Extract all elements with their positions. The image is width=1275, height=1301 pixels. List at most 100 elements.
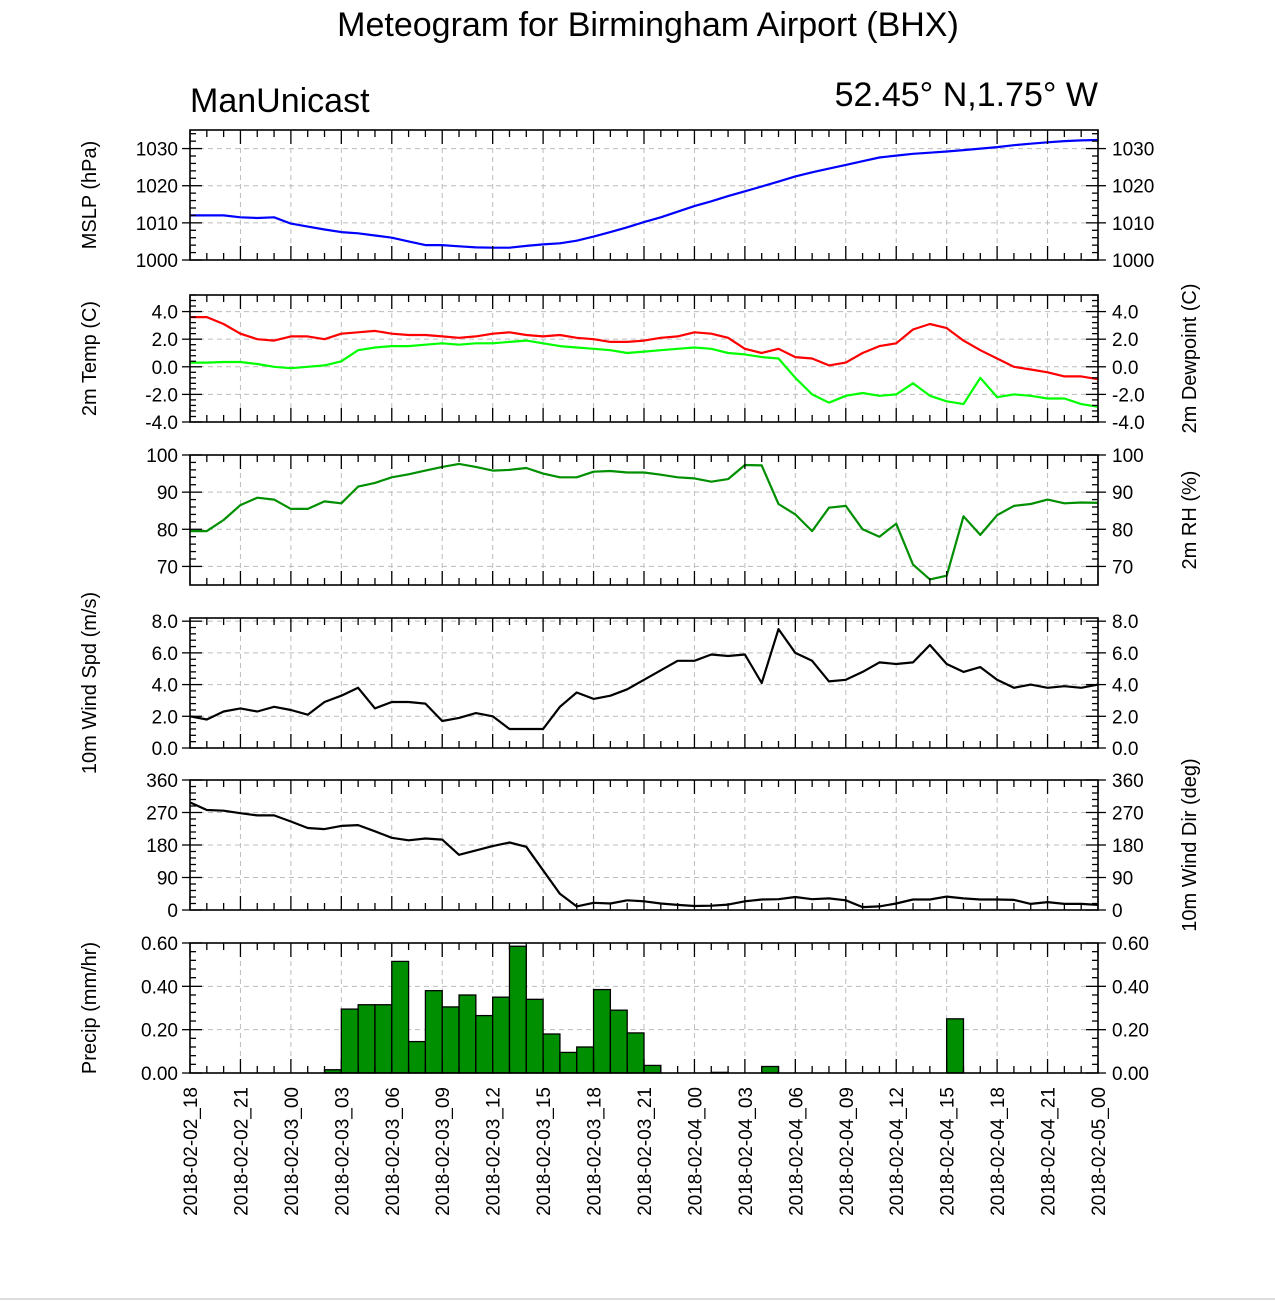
x-tick-label: 2018-02-04_21 xyxy=(1039,1087,1060,1216)
precip-bar xyxy=(626,1032,645,1074)
x-tick-label: 2018-02-05_00 xyxy=(1089,1087,1110,1216)
panel-wdir: 0 0 90 90 180 180 270 270 360 360 10m Wind Dir (de… xyxy=(146,758,1201,931)
x-tick-label: 2018-02-04_03 xyxy=(736,1087,757,1216)
y-axis-label-left: Precip (mm/hr) xyxy=(79,942,101,1074)
precip-bar xyxy=(391,960,410,1074)
y-tick-label-left: 0.60 xyxy=(141,934,178,955)
chart-title: Meteogram for Birmingham Airport (BHX) xyxy=(337,6,959,44)
x-tick-label: 2018-02-03_18 xyxy=(585,1087,606,1216)
y-tick-label-left: 8.0 xyxy=(152,612,178,633)
y-axis-label-left: MSLP (hPa) xyxy=(79,141,101,250)
y-tick-label-right: 6.0 xyxy=(1112,644,1138,665)
precip-bar xyxy=(643,1064,662,1074)
y-tick-label-right: 2.0 xyxy=(1112,330,1138,351)
y-tick-label-left: 70 xyxy=(157,557,178,578)
y-tick-label-left: 2.0 xyxy=(152,707,178,728)
y-tick-label-right: 0 xyxy=(1112,901,1123,922)
precip-bar xyxy=(424,990,443,1074)
y-tick-label-right: -4.0 xyxy=(1112,413,1145,434)
x-tick-label: 2018-02-03_00 xyxy=(282,1087,303,1216)
x-tick-label: 2018-02-03_09 xyxy=(433,1087,454,1216)
x-tick-label: 2018-02-02_21 xyxy=(231,1087,252,1216)
x-tick-label: 2018-02-04_06 xyxy=(786,1087,807,1216)
y-tick-label-right: 0.0 xyxy=(1112,358,1138,379)
y-tick-label-right: 360 xyxy=(1112,771,1144,792)
precip-bar xyxy=(525,998,544,1074)
y-tick-label-left: 180 xyxy=(146,836,178,857)
panel-wspd: 0.0 0.0 2.0 2.0 4.0 4.0 6.0 6.0 8.0 8.0 10m Wind S… xyxy=(79,592,1138,774)
y-tick-label-right: 180 xyxy=(1112,836,1144,857)
precip-bar xyxy=(576,1046,595,1074)
y-axis-label-left: 10m Wind Spd (m/s) xyxy=(79,592,101,774)
y-tick-label-right: 2.0 xyxy=(1112,707,1138,728)
precip-bar xyxy=(492,996,511,1074)
y-tick-label-right: 80 xyxy=(1112,520,1133,541)
series-line-temp-0 xyxy=(190,316,1099,381)
y-tick-label-left: 360 xyxy=(146,771,178,792)
series-line-wspd-0 xyxy=(189,627,1099,731)
panel-mslp: 1000 1000 1010 1010 1020 1020 1030 1030 MSLP (hP… xyxy=(79,129,1154,272)
panel-precip: 0.00 0.00 0.20 0.20 0.40 0.40 0.60 0.60 Precip (… xyxy=(79,934,1149,1085)
y-tick-label-left: 270 xyxy=(146,804,178,825)
x-tick-label: 2018-02-04_00 xyxy=(685,1087,706,1216)
y-tick-label-left: 1020 xyxy=(136,177,178,198)
precip-bar xyxy=(508,945,527,1074)
y-tick-label-right: 0.20 xyxy=(1112,1021,1149,1042)
y-tick-label-left: 0.40 xyxy=(141,977,178,998)
y-tick-label-right: 4.0 xyxy=(1112,303,1138,324)
y-tick-label-right: 90 xyxy=(1112,483,1133,504)
y-tick-label-right: 8.0 xyxy=(1112,612,1138,633)
y-tick-label-right: 0.0 xyxy=(1112,739,1138,760)
y-tick-label-left: 0.20 xyxy=(141,1021,178,1042)
precip-bar xyxy=(946,1018,965,1074)
y-tick-label-left: 4.0 xyxy=(152,303,178,324)
panel-temp: -4.0 -4.0 -2.0 -2.0 0.0 0.0 2.0 2.0 4.0 4.0 2m Tem… xyxy=(79,283,1201,434)
y-tick-label-right: 0.60 xyxy=(1112,934,1149,955)
y-axis-label-right: 2m Dewpoint (C) xyxy=(1179,283,1201,433)
y-tick-label-left: 6.0 xyxy=(152,644,178,665)
y-tick-label-left: 90 xyxy=(157,869,178,890)
y-tick-label-left: 100 xyxy=(146,446,178,467)
x-tick-label: 2018-02-03_12 xyxy=(484,1087,505,1216)
y-axis-label-right: 2m RH (%) xyxy=(1179,471,1201,570)
y-tick-label-right: 0.00 xyxy=(1112,1064,1149,1085)
precip-bar xyxy=(357,1004,376,1074)
x-tick-label: 2018-02-04_15 xyxy=(938,1087,959,1216)
y-axis-label-left: 2m Temp (C) xyxy=(79,301,101,416)
y-tick-label-right: 1000 xyxy=(1112,251,1154,272)
precip-bar xyxy=(475,1014,494,1074)
y-tick-label-left: 1010 xyxy=(136,214,178,235)
y-tick-label-left: 0.0 xyxy=(152,739,178,760)
precip-bar xyxy=(441,1006,460,1074)
model-name-label: ManUnicast xyxy=(190,82,370,120)
x-tick-label: 2018-02-03_15 xyxy=(534,1087,555,1216)
panel-rh: 70 70 80 80 90 90 100 100 2m RH (%) xyxy=(146,446,1201,586)
y-tick-label-right: 70 xyxy=(1112,557,1133,578)
x-tick-label: 2018-02-04_09 xyxy=(837,1087,858,1216)
x-tick-label: 2018-02-03_06 xyxy=(383,1087,404,1216)
y-tick-label-left: 1000 xyxy=(136,251,178,272)
y-tick-label-right: 100 xyxy=(1112,446,1144,467)
y-tick-label-left: -2.0 xyxy=(145,385,178,406)
y-tick-label-left: 0.00 xyxy=(141,1064,178,1085)
x-tick-label: 2018-02-04_12 xyxy=(887,1087,908,1216)
y-tick-label-right: 90 xyxy=(1112,869,1133,890)
y-tick-label-left: -4.0 xyxy=(145,413,178,434)
x-axis-labels: 2018-02-02_18 2018-02-02_21 2018-02-03_00 2… xyxy=(181,1087,1110,1216)
y-tick-label-right: 1030 xyxy=(1112,140,1154,161)
y-tick-label-left: 0.0 xyxy=(152,358,178,379)
y-tick-label-right: 1010 xyxy=(1112,214,1154,235)
x-tick-label: 2018-02-03_21 xyxy=(635,1087,656,1216)
series-line-mslp-0 xyxy=(190,138,1099,249)
precip-bar xyxy=(374,1004,393,1074)
y-tick-label-left: 80 xyxy=(157,520,178,541)
x-tick-label: 2018-02-03_03 xyxy=(332,1087,353,1216)
x-tick-label: 2018-02-04_18 xyxy=(988,1087,1009,1216)
y-tick-label-right: 4.0 xyxy=(1112,676,1138,697)
location-coordinates-label: 52.45° N,1.75° W xyxy=(835,76,1098,114)
y-tick-label-left: 1030 xyxy=(136,140,178,161)
y-tick-label-left: 4.0 xyxy=(152,676,178,697)
y-tick-label-right: 1020 xyxy=(1112,177,1154,198)
precip-bar xyxy=(542,1033,561,1074)
